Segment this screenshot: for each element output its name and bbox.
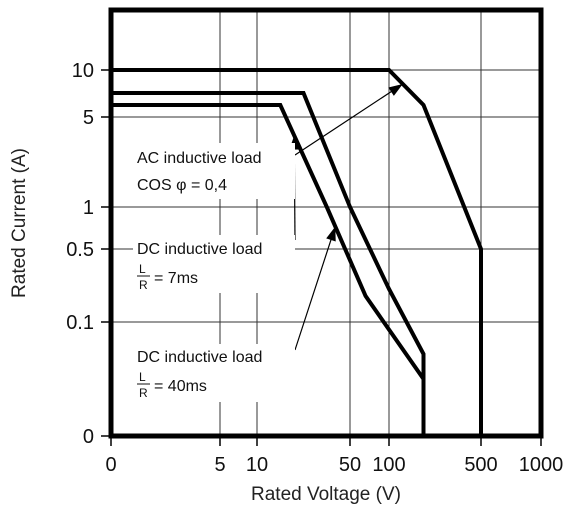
y-tick-labels: 10 5 1 0.5 0.1 0	[66, 60, 111, 448]
ac-label-bg	[133, 143, 295, 199]
ac-label-arrow	[294, 83, 404, 156]
y-tick-label: 0.1	[66, 312, 94, 334]
dc40-label-bg	[133, 344, 295, 402]
y-tick-label: 0.5	[66, 239, 94, 261]
x-tick-label: 0	[105, 454, 116, 476]
dc40-label-arrow	[294, 226, 336, 351]
x-tick-labels: 0 5 10 50 100 500 1000	[105, 436, 563, 476]
y-axis-label: Rated Current (A)	[9, 148, 30, 298]
dc7-label-line1: DC inductive load	[137, 241, 262, 258]
x-tick-label: 100	[372, 454, 405, 476]
plot-frame	[108, 7, 544, 439]
x-tick-label: 50	[339, 454, 361, 476]
ac-label-line1: AC inductive load	[137, 150, 262, 167]
dc40-label-arrow-head	[326, 226, 336, 242]
series-curves	[111, 68, 483, 436]
dc40-frac-numerator: L	[139, 370, 146, 384]
ac-inductive-load-curve	[111, 68, 483, 436]
dc7-label-value: = 7ms	[154, 270, 198, 287]
y-tick-label: 10	[72, 60, 94, 82]
x-tick-label: 1000	[519, 454, 564, 476]
ac-label-line2: COS φ = 0,4	[137, 177, 227, 194]
annotation-arrows	[289, 83, 404, 351]
y-tick-label: 1	[83, 197, 94, 219]
dc7-frac-denominator: R	[139, 278, 148, 292]
dc40-frac-denominator: R	[139, 386, 148, 400]
x-tick-label: 5	[214, 454, 225, 476]
dc40-label-line1: DC inductive load	[137, 349, 262, 366]
y-tick-label: 5	[83, 107, 94, 129]
x-tick-label: 10	[246, 454, 268, 476]
x-axis-label: Rated Voltage (V)	[251, 484, 401, 505]
dc-40ms-curve	[111, 103, 426, 436]
y-tick-label: 0	[83, 426, 94, 448]
x-tick-label: 500	[464, 454, 497, 476]
dc40-label-value: = 40ms	[154, 378, 207, 395]
dc-7ms-curve	[111, 91, 426, 436]
dc7-frac-numerator: L	[139, 262, 146, 276]
dc7-label-bg	[133, 235, 295, 293]
ac-label-arrow-head	[388, 84, 403, 96]
